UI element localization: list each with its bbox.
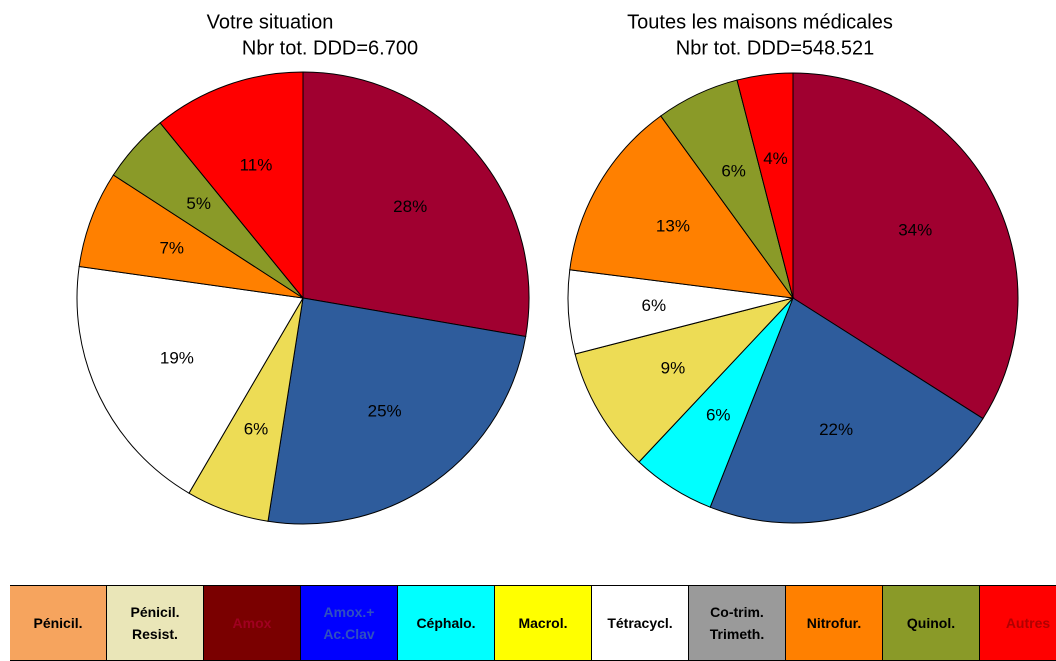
- legend-item: Pénicil. Resist.: [107, 586, 203, 660]
- legend-label: Quinol.: [906, 615, 956, 631]
- legend-label: Resist.: [132, 626, 178, 642]
- legend-label: Pénicil.: [130, 604, 180, 620]
- slice-label: 11%: [240, 155, 273, 174]
- legend-label: Céphalo.: [416, 615, 476, 631]
- legend-item: Amox.+ Ac.Clav: [301, 586, 397, 660]
- slice-label: 6%: [244, 419, 269, 438]
- legend-label: Nitrofur.: [806, 615, 862, 631]
- chart-subtitle: Nbr tot. DDD=548.521: [676, 37, 874, 59]
- legend-label: Trimeth.: [709, 626, 765, 642]
- slice-label: 22%: [819, 420, 853, 439]
- pie-slice: [302, 71, 530, 338]
- legend-item: Céphalo.: [398, 586, 494, 660]
- legend: Pénicil. Pénicil. Resist. Amox Amox.+ Ac.Clav…: [10, 585, 1056, 661]
- chart-subtitle: Nbr tot. DDD=6.700: [242, 37, 418, 59]
- legend-label: Autres: [1005, 615, 1051, 631]
- pie-slice: [709, 297, 984, 524]
- slice-label: 9%: [661, 358, 686, 377]
- slice-label: 28%: [393, 197, 427, 216]
- legend-label: Amox.+: [323, 604, 375, 620]
- chart-title: Votre situation: [207, 11, 334, 33]
- legend-label: Tétracycl.: [607, 615, 673, 631]
- slice-label: 6%: [721, 161, 746, 180]
- slice-label: 5%: [186, 194, 211, 213]
- slice-label: 4%: [763, 149, 788, 168]
- legend-label: Ac.Clav: [323, 626, 375, 642]
- slice-label: 13%: [656, 216, 690, 235]
- slice-label: 6%: [641, 296, 666, 315]
- pie-slice: [569, 115, 795, 299]
- legend-item: Pénicil.: [10, 586, 106, 660]
- slice-label: 34%: [898, 220, 932, 239]
- pie-slice: [76, 265, 304, 494]
- legend-item: Autres: [980, 586, 1056, 660]
- legend-label: Amox: [232, 615, 272, 631]
- pie-slice: [267, 297, 527, 525]
- legend-item: Co-trim. Trimeth.: [689, 586, 785, 660]
- pie-slice: [792, 72, 1019, 420]
- legend-item: Macrol.: [495, 586, 591, 660]
- slice-label: 25%: [368, 401, 402, 420]
- legend-label: Pénicil.: [33, 615, 83, 631]
- slice-label: 19%: [160, 349, 194, 368]
- legend-item: Nitrofur.: [786, 586, 882, 660]
- pie-slice: [159, 71, 304, 300]
- legend-label: Macrol.: [518, 615, 568, 631]
- legend-item: Amox: [204, 586, 300, 660]
- charts: 28% 25% 6% 19% 7% 5% 11% Votre situation Nbr tot…: [76, 11, 1019, 525]
- legend-item: Quinol.: [883, 586, 979, 660]
- pie-slice: [574, 297, 795, 463]
- legend-label: Co-trim.: [710, 604, 764, 620]
- pie-slice: [736, 72, 794, 299]
- chart-title: Toutes les maisons médicales: [627, 11, 893, 33]
- slice-label: 6%: [706, 405, 731, 424]
- legend-item: Tétracycl.: [592, 586, 688, 660]
- slice-label: 7%: [159, 238, 184, 257]
